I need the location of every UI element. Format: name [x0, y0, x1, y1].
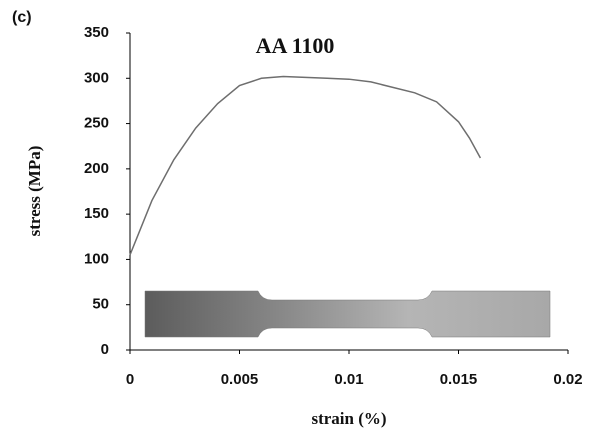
y-tick-label: 350 [84, 24, 109, 41]
x-tick-label: 0 [126, 371, 134, 388]
specimen-photo [144, 290, 551, 338]
x-tick-label: 0.005 [221, 371, 259, 388]
y-tick-label: 250 [84, 115, 109, 132]
chart-title: AA 1100 [256, 33, 335, 58]
y-tick-label: 0 [101, 341, 109, 358]
panel-label: (c) [12, 9, 32, 26]
y-tick-label: 300 [84, 69, 109, 86]
line-series [129, 75, 482, 256]
x-tick-label: 0.02 [553, 371, 582, 388]
x-tick-label: 0.01 [334, 371, 363, 388]
y-tick-label: 150 [84, 205, 109, 222]
y-tick-label: 200 [84, 160, 109, 177]
y-axis-label: stress (MPa) [25, 146, 44, 237]
x-tick-label: 0.015 [440, 371, 478, 388]
x-axis-label: strain (%) [311, 409, 386, 428]
y-tick-label: 50 [92, 296, 109, 313]
y-tick-label: 100 [84, 250, 109, 267]
